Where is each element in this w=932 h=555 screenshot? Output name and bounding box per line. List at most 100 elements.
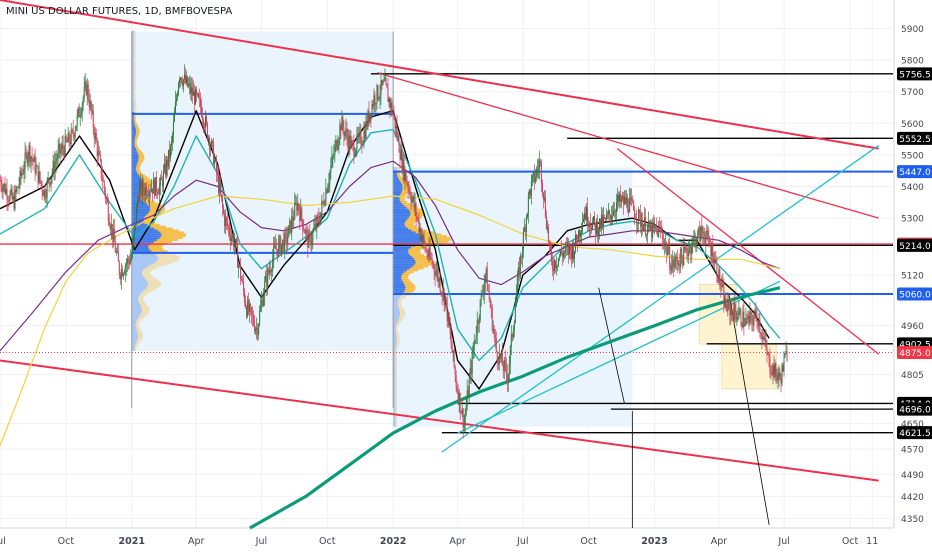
candle-body — [704, 238, 706, 243]
candle-body — [108, 220, 110, 226]
volume-bar-buy — [131, 214, 147, 217]
candle-body — [270, 269, 272, 272]
candle-body — [114, 242, 116, 253]
candle-body — [134, 225, 136, 226]
y-tick-label: 4805 — [901, 371, 924, 381]
candle-body — [267, 269, 269, 287]
volume-bar-sell — [401, 191, 409, 194]
volume-bar-buy — [393, 364, 396, 367]
volume-bar-buy — [131, 132, 136, 135]
candle-body — [85, 81, 87, 95]
horizontal-line-layer — [0, 73, 893, 434]
volume-bar-buy — [131, 185, 143, 188]
volume-bar-buy — [131, 182, 144, 185]
volume-bar-buy — [131, 250, 152, 253]
volume-bar-buy — [131, 45, 134, 48]
volume-bar-buy — [131, 53, 134, 56]
trend-line — [616, 148, 880, 355]
candle-body — [157, 193, 159, 195]
candle-body — [229, 227, 231, 235]
candle-body — [232, 235, 234, 238]
candle-body — [91, 110, 93, 112]
volume-bar-sell — [396, 333, 400, 336]
volume-bar-sell — [395, 411, 398, 414]
candle-body — [630, 197, 632, 199]
volume-bar-sell — [407, 250, 420, 253]
time-axis[interactable]: Jul Oct 2021 Apr Jul Oct 2022 Apr Jul Oct 2023 Apr J… — [0, 536, 878, 547]
candle-body — [196, 89, 198, 95]
candle-body — [708, 235, 710, 244]
candle-body — [88, 99, 90, 108]
candle-body — [757, 321, 759, 326]
candle-body — [580, 230, 582, 233]
volume-bar-buy — [131, 259, 157, 262]
candle-body — [63, 149, 65, 156]
candle-body — [702, 231, 704, 233]
candle-body — [70, 129, 72, 144]
volume-bar-sell — [401, 276, 408, 279]
candle-body — [192, 91, 194, 96]
volume-bar-sell — [134, 102, 137, 105]
candle-body — [428, 247, 430, 257]
candle-body — [536, 168, 538, 170]
candle-body — [430, 257, 432, 259]
volume-bar-sell — [133, 72, 136, 74]
candle-body — [23, 169, 25, 174]
volume-bar-buy — [131, 301, 140, 304]
volume-bar-buy — [393, 210, 411, 213]
volume-bar-sell — [406, 269, 419, 272]
volume-bar-sell — [143, 275, 153, 277]
volume-bar-sell — [151, 263, 168, 266]
candle-body — [516, 277, 518, 295]
candle-body — [9, 193, 11, 201]
candlestick-layer — [0, 64, 788, 439]
candle-body — [390, 102, 392, 108]
candle-body — [59, 144, 61, 154]
candle-body — [657, 228, 659, 237]
price-axis[interactable]: 5900 5800 5700 5600 5500 5400 5300 5120 4960 4805… — [901, 25, 924, 525]
volume-bar-buy — [131, 333, 138, 336]
candle-body — [319, 222, 321, 224]
candle-body — [145, 186, 147, 196]
candle-body — [567, 245, 569, 255]
candle-body — [426, 250, 428, 256]
candle-body — [695, 236, 697, 247]
candle-body — [310, 234, 312, 246]
candle-body — [449, 326, 451, 333]
candle-body — [177, 83, 179, 95]
candle-body — [138, 188, 140, 202]
candle-body — [433, 263, 435, 271]
candle-body — [441, 293, 443, 296]
volume-bar-buy — [393, 398, 396, 401]
candle-body — [176, 94, 178, 99]
volume-bar-buy — [131, 233, 162, 236]
volume-bar-buy — [393, 392, 396, 395]
candle-body — [785, 350, 787, 354]
volume-bar-buy — [393, 311, 400, 314]
candle-body — [111, 224, 113, 240]
volume-bar-buy — [131, 130, 137, 133]
volume-bar-sell — [399, 316, 405, 319]
volume-bar-sell — [133, 70, 136, 73]
candle-body — [711, 245, 713, 257]
volume-bar-sell — [395, 358, 398, 361]
volume-bar-buy — [131, 237, 160, 240]
volume-bar-buy — [393, 201, 401, 203]
candle-body — [89, 101, 91, 108]
volume-bar-sell — [142, 184, 153, 186]
candle-body — [700, 226, 702, 242]
volume-bar-sell — [137, 337, 143, 340]
volume-bar-sell — [397, 320, 402, 323]
volume-bar-buy — [131, 220, 144, 222]
candle-body — [478, 319, 480, 324]
candle-body — [579, 232, 581, 237]
candle-body — [288, 225, 290, 238]
x-tick-label: Apr — [449, 536, 466, 547]
candle-body — [398, 136, 400, 153]
candle-body — [423, 235, 425, 243]
candle-body — [202, 116, 204, 120]
candle-body — [180, 77, 182, 83]
volume-bar-buy — [393, 343, 397, 346]
volume-bar-sell — [406, 206, 419, 209]
